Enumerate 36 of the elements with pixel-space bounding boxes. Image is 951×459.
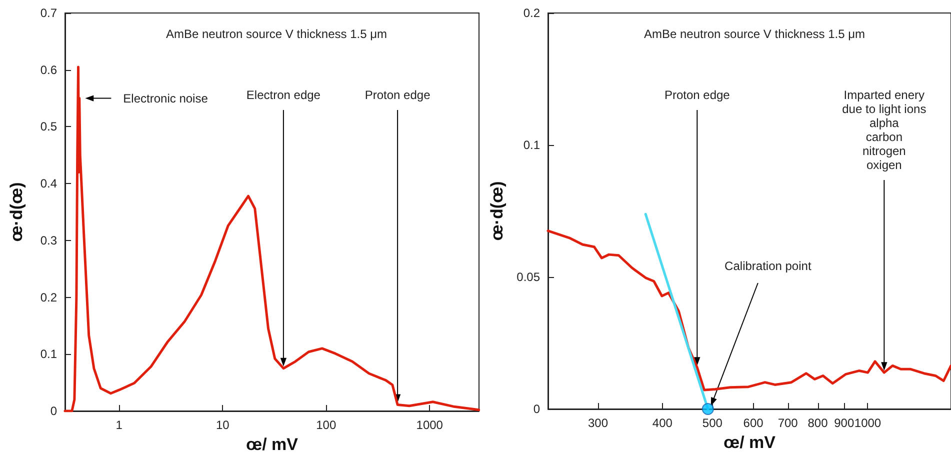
x-tick-label: 1000 [854,416,882,430]
annotation: Imparted enery due to light ions alpha carbon nitrogen oxigen [842,88,926,172]
y-tick-label: 0.7 [40,6,58,20]
annotation: Calibration point [724,259,812,273]
annotation: Electron edge [246,88,321,102]
x-tick-label: 800 [808,416,828,430]
x-tick-label: 500 [702,416,723,430]
y-tick-label: 0.5 [40,120,58,134]
y-tick-label: 0.1 [40,347,58,362]
annotation: Proton edge [664,88,730,102]
x-tick-label: 1000 [416,418,444,432]
text: AmBe neutron source V thickness 1.5 μm [166,27,388,41]
x-axis-title: œ/ mV [246,434,299,454]
annotation: Proton edge [364,88,431,102]
y-tick-label: 0.1 [523,138,540,152]
x-axis-title: œ/ mV [724,432,776,452]
annotation: Electronic noise [123,91,208,106]
y-axis-title: œ·d(œ) [7,182,26,242]
y-tick-label: 0.05 [516,270,540,284]
x-tick-label: 600 [743,416,764,430]
y-tick-label: 0.4 [40,176,58,191]
y-axis-title: œ·d(œ) [488,181,507,241]
y-tick-label: 0 [50,404,58,418]
y-tick-label: 0.2 [523,6,540,20]
y-tick-label: 0 [533,402,540,416]
x-tick-label: 700 [778,416,798,430]
x-tick-label: 10 [216,418,230,432]
y-tick-label: 0.6 [40,62,58,77]
x-tick-label: 900 [834,416,854,430]
text: AmBe neutron source V thickness 1.5 μm [644,27,866,41]
x-tick-label: 400 [652,416,673,430]
y-tick-label: 0.2 [40,290,58,304]
x-tick-label: 100 [316,418,336,432]
x-tick-label: 300 [588,416,608,430]
y-tick-label: 0.3 [40,233,58,248]
x-tick-label: 1 [116,418,123,432]
